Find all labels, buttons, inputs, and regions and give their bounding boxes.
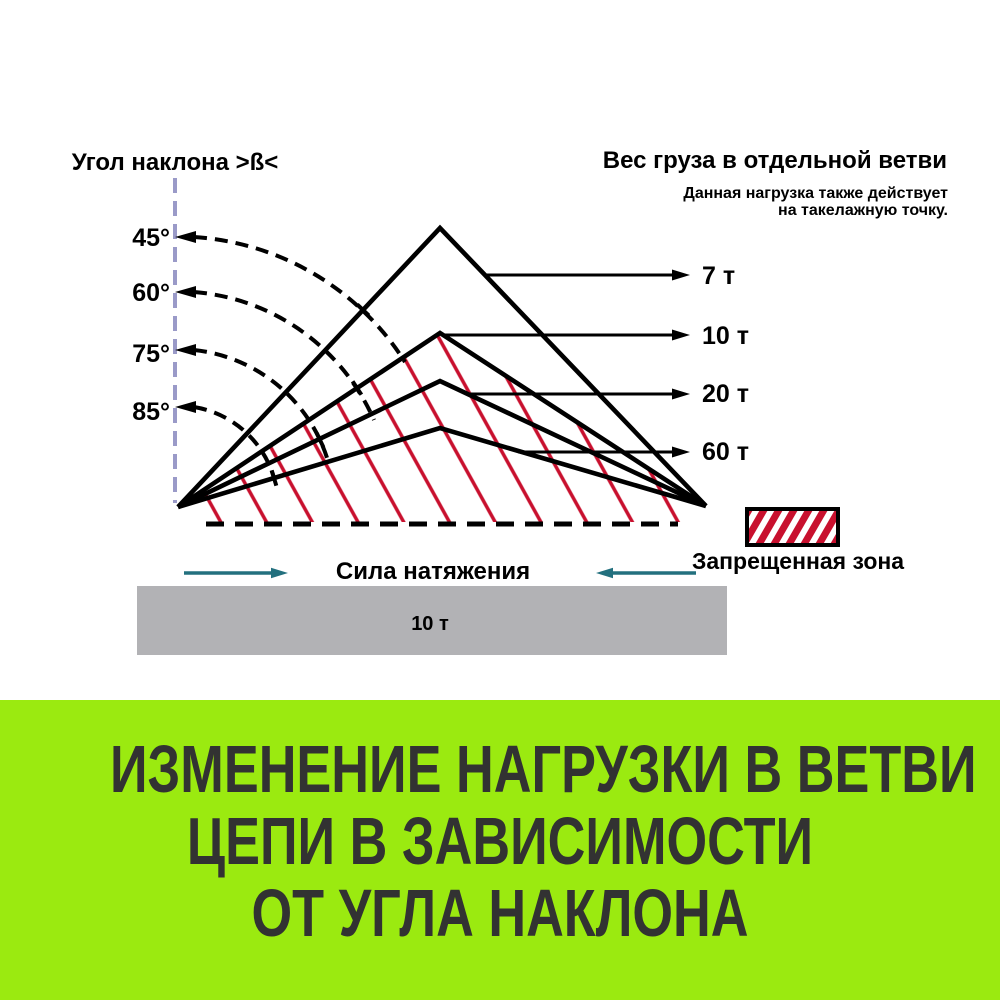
triangle-7t [176,224,708,509]
load-bar [137,586,727,655]
forbidden-zone-legend-label: Запрещенная зона [692,548,904,574]
banner-title-line-1: ИЗМЕНЕНИЕ НАГРУЗКИ В ВЕТВИ [110,732,977,807]
tick-75deg [314,431,326,449]
load-header-subtitle-line1: Данная нагрузка также действует [683,185,948,202]
angle-arc-arrowheads [175,231,196,413]
tension-arrowheads [271,567,613,579]
banner-title-line-3: ОТ УГЛА НАКЛОНА [251,876,749,951]
load-angle-diagram: Угол наклона >ß< Вес груза в отдельной в… [72,147,948,655]
load-label-20t: 20 т [702,380,749,408]
tension-arrowhead-left-pointing [596,567,613,579]
arrowhead-45deg [175,231,196,243]
arc-45deg [193,235,407,364]
banner-title-line-2: ЦЕПИ В ЗАВИСИМОСТИ [186,804,814,879]
load-label-10t: 10 т [702,322,749,350]
load-bar-value: 10 т [411,613,449,635]
angle-label-85: 85° [132,398,170,426]
load-label-7t: 7 т [702,262,735,290]
load-arrows [443,273,674,454]
tick-60deg [350,380,364,396]
arrowhead-10t [672,329,690,341]
triangle-20t [177,378,707,510]
arrowhead-60deg [175,286,196,298]
angle-label-60: 60° [132,279,170,307]
tension-arrowhead-right-pointing [271,567,288,579]
angle-label-45: 45° [132,224,170,252]
load-header-subtitle-line2: на такелажную точку. [778,202,948,219]
angle-label-75: 75° [132,340,170,368]
tension-label: Сила натяжения [336,558,530,585]
arrowhead-85deg [175,401,196,413]
arc-75deg [193,348,330,462]
angle-axis-title: Угол наклона >ß< [72,149,279,176]
tick-85deg [269,469,279,487]
arrowhead-7t [672,269,690,281]
arc-slope-ticks [269,303,371,487]
arrowhead-60t [672,446,690,458]
triangle-10t [176,330,708,509]
load-label-60t: 60 т [702,438,749,466]
title-banner: ИЗМЕНЕНИЕ НАГРУЗКИ В ВЕТВИ ЦЕПИ В ЗАВИСИ… [0,700,1000,1000]
arrowhead-75deg [175,344,196,356]
load-header-title: Вес груза в отдельной ветви [603,147,947,174]
load-arrowheads [672,269,690,458]
tick-45deg [355,303,371,317]
arrowhead-20t [672,388,690,400]
sling-triangles [176,224,708,510]
forbidden-zone-legend-swatch [745,507,840,547]
forbidden-zone-hatching [178,333,706,522]
triangle-60t [177,425,707,510]
